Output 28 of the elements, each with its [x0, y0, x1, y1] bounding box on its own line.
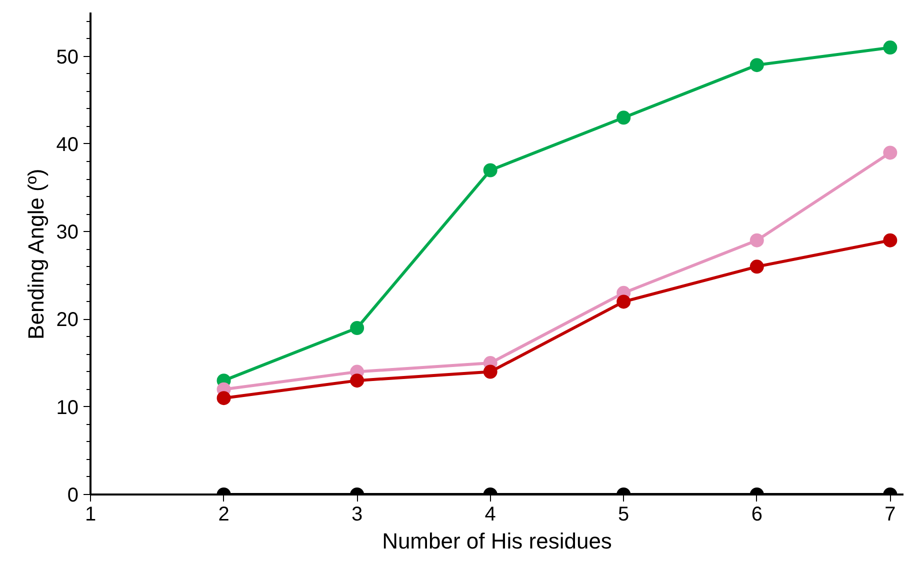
- point: [483, 163, 498, 178]
- point: [350, 321, 364, 335]
- x-tick-label: 4: [484, 504, 496, 526]
- point: [216, 391, 231, 406]
- y-tick-label: 0: [67, 484, 78, 506]
- point: [883, 146, 898, 160]
- y-tick-label: 50: [56, 46, 79, 68]
- y-axis-title: Bending Angle (º): [23, 168, 48, 340]
- point: [616, 110, 631, 125]
- point: [883, 40, 898, 55]
- x-tick-label: 6: [751, 504, 762, 526]
- x-tick-label: 5: [618, 504, 630, 526]
- point: [616, 294, 631, 309]
- y-tick-label: 30: [56, 222, 79, 244]
- y-tick-label: 40: [56, 134, 79, 156]
- point: [750, 233, 764, 248]
- x-tick-label: 3: [351, 504, 363, 526]
- point: [483, 364, 498, 379]
- point: [750, 260, 764, 274]
- x-tick-label: 1: [84, 504, 96, 526]
- y-tick-label: 20: [56, 309, 79, 332]
- x-tick-label: 7: [884, 504, 896, 526]
- point: [883, 233, 898, 248]
- x-tick-label: 2: [218, 504, 230, 526]
- y-tick-label: 10: [56, 396, 79, 419]
- x-axis-title: Number of His residues: [382, 528, 612, 554]
- point: [750, 58, 764, 72]
- point: [350, 374, 364, 388]
